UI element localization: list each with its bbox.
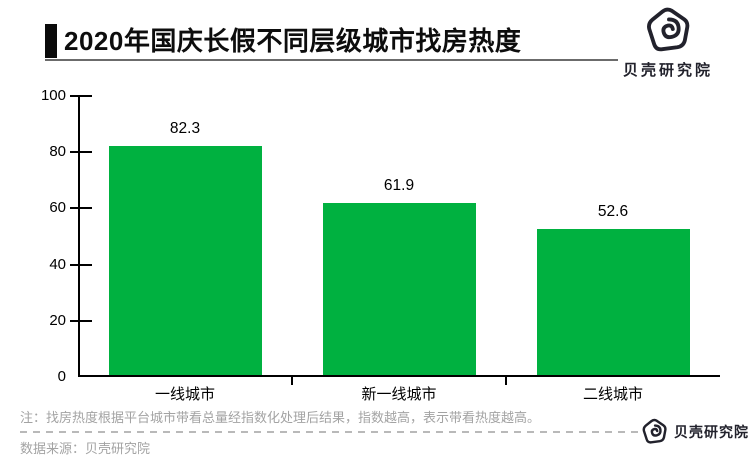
chart-bar xyxy=(536,229,690,375)
y-axis-tick-label: 0 xyxy=(57,368,66,385)
title-divider xyxy=(45,59,618,61)
x-axis-category-label: 新一线城市 xyxy=(361,386,437,403)
chart-bar xyxy=(108,145,262,375)
brand-logo-bottom: 贝壳研究院 xyxy=(641,418,749,445)
x-axis-tick-mark xyxy=(291,377,293,385)
bar-value-label: 61.9 xyxy=(383,177,415,195)
y-axis-tick-mark xyxy=(70,207,92,210)
y-axis-tick-label: 40 xyxy=(49,255,66,273)
bar-value-label: 52.6 xyxy=(597,203,629,221)
beike-house-logo-icon xyxy=(647,7,690,52)
beike-house-logo-icon-small xyxy=(642,418,667,444)
plot-axes xyxy=(78,96,720,377)
x-axis-category-label: 二线城市 xyxy=(582,386,643,403)
y-axis-tick-label: 20 xyxy=(49,311,66,329)
title-accent-bar xyxy=(45,24,57,58)
footer-dashed-divider xyxy=(20,431,638,433)
y-axis-tick-label: 80 xyxy=(49,143,66,161)
data-source-label: 数据来源：贝壳研究院 xyxy=(20,441,151,456)
chart-bar xyxy=(322,203,476,375)
brand-logo-top: 贝壳研究院 xyxy=(613,6,723,80)
x-axis-tick-mark xyxy=(505,377,507,385)
y-axis-tick-label: 60 xyxy=(49,199,66,217)
x-axis-category-label: 一线城市 xyxy=(154,386,215,403)
page-title: 2020年国庆长假不同层级城市找房热度 xyxy=(64,26,522,56)
y-axis-tick-mark xyxy=(70,151,92,154)
y-axis-tick-mark xyxy=(70,319,92,322)
chart-footnote: 注：找房热度根据平台城市带看总量经指数化处理后结果，指数越高，表示带看热度越高。 xyxy=(20,410,541,425)
bar-value-label: 82.3 xyxy=(169,119,201,137)
y-axis-tick-mark xyxy=(70,95,92,97)
y-axis-tick-mark xyxy=(70,263,92,266)
brand-name-top: 贝壳研究院 xyxy=(622,62,713,79)
brand-name-bottom: 贝壳研究院 xyxy=(674,423,749,440)
y-axis-tick-label: 100 xyxy=(40,87,66,104)
